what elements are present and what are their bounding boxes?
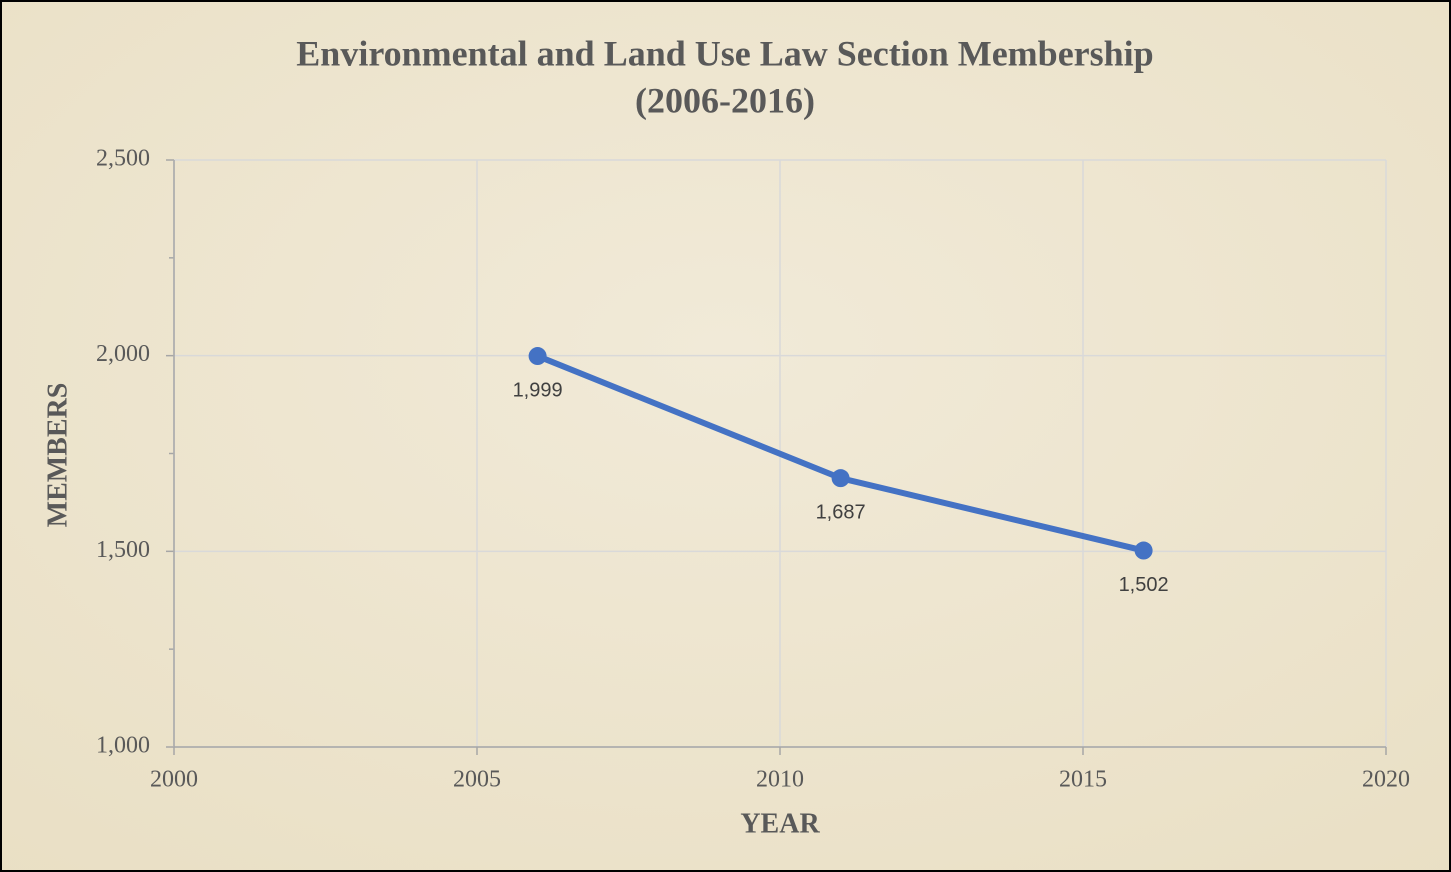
data-point (1134, 541, 1153, 560)
data-label: 1,687 (816, 501, 866, 523)
y-tick-label: 2,000 (96, 341, 150, 367)
y-axis-label: MEMBERS (42, 383, 73, 528)
y-tick-label: 1,000 (96, 733, 150, 759)
x-tick-label: 2020 (1362, 767, 1410, 793)
data-label: 1,999 (513, 379, 563, 401)
x-tick-label: 2010 (756, 767, 804, 793)
data-point (831, 469, 850, 488)
chart-title: (2006-2016) (635, 80, 815, 120)
x-axis-label: YEAR (740, 808, 820, 839)
x-tick-label: 2015 (1059, 767, 1107, 793)
y-tick-label: 2,500 (96, 146, 150, 172)
data-label: 1,502 (1119, 574, 1169, 596)
data-point (528, 347, 547, 366)
chart-title: Environmental and Land Use Law Section M… (296, 33, 1153, 73)
x-tick-label: 2005 (453, 767, 501, 793)
x-tick-label: 2000 (150, 767, 198, 793)
y-tick-label: 1,500 (96, 537, 150, 563)
